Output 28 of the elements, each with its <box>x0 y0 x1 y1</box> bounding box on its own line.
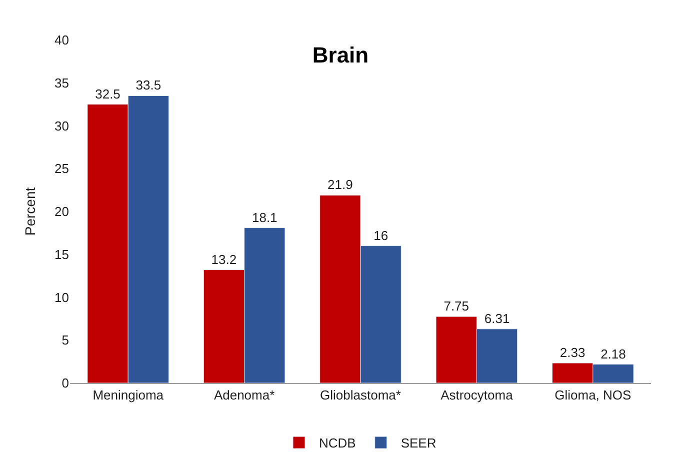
data-label: 7.75 <box>444 298 470 314</box>
x-tick-label: Glioblastoma* <box>320 388 401 403</box>
data-label: 13.2 <box>211 252 237 267</box>
y-tick-label: 5 <box>62 332 69 348</box>
data-label: 33.5 <box>136 78 162 93</box>
x-tick-label: Meningioma <box>92 388 164 403</box>
data-label: 2.18 <box>600 346 626 362</box>
y-axis-title: Percent <box>22 187 38 236</box>
y-tick-label: 15 <box>54 246 69 262</box>
data-label: 16 <box>374 228 388 243</box>
y-tick-label: 20 <box>54 204 69 220</box>
x-tick-label: Glioma, NOS <box>554 388 632 403</box>
y-tick-label: 10 <box>54 290 69 305</box>
legend-label: SEER <box>400 436 436 451</box>
data-label: 18.1 <box>252 210 278 225</box>
y-tick-label: 35 <box>54 75 69 90</box>
legend-label: NCDB <box>319 436 356 451</box>
y-tick-label: 25 <box>54 161 69 176</box>
chart-title: Brain <box>312 42 369 68</box>
data-label: 6.31 <box>484 310 510 326</box>
x-tick-label: Adenoma* <box>214 388 275 403</box>
y-tick-label: 30 <box>54 118 69 134</box>
y-tick-label: 40 <box>54 32 69 48</box>
y-tick-label: 0 <box>62 376 69 391</box>
data-label: 2.33 <box>560 345 586 360</box>
data-label: 21.9 <box>328 177 353 192</box>
x-tick-label: Astrocytoma <box>440 388 514 403</box>
data-label: 32.5 <box>95 86 120 102</box>
